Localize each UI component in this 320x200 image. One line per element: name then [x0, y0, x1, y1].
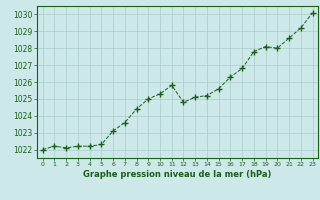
X-axis label: Graphe pression niveau de la mer (hPa): Graphe pression niveau de la mer (hPa) — [84, 170, 272, 179]
